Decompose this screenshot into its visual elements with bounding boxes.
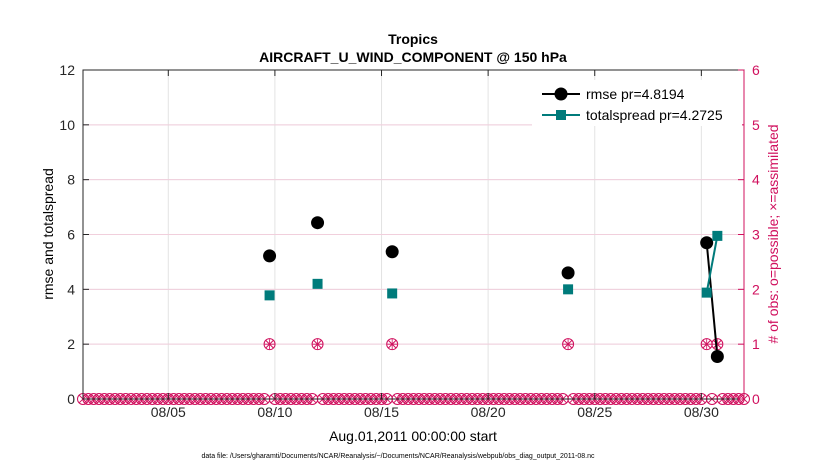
legend: rmse pr=4.8194 totalspread pr=4.2725 xyxy=(532,80,742,126)
legend-rmse-label: rmse pr=4.8194 xyxy=(586,86,685,102)
data-file-footnote: data file: /Users/gharamti/Documents/NCA… xyxy=(201,453,595,460)
y2-tick-label: 0 xyxy=(752,391,760,407)
obs-assimilated-marker-detail xyxy=(387,339,398,350)
series-line-1 xyxy=(705,235,719,293)
rmse-point xyxy=(700,236,714,250)
chart-title: Tropics xyxy=(388,31,438,47)
y-tick-label: 6 xyxy=(67,227,75,243)
legend-rmse-marker xyxy=(554,87,568,101)
y2-tick-label: 2 xyxy=(752,281,760,297)
axes: 08/05 08/10 08/15 08/20 08/25 08/300246810120… xyxy=(59,62,760,420)
legend-totalspread-marker xyxy=(556,110,566,120)
x-tick-label: 08/30 xyxy=(684,404,719,420)
x-tick-label: 08/05 xyxy=(151,404,186,420)
y-tick-label: 8 xyxy=(67,172,75,188)
totalspread-point xyxy=(712,230,723,241)
series-line-0 xyxy=(705,242,719,357)
x-tick-label: 08/25 xyxy=(577,404,612,420)
totalspread-point xyxy=(312,278,323,289)
chart-subtitle: AIRCRAFT_U_WIND_COMPONENT @ 150 hPa xyxy=(259,49,567,65)
rmse-point xyxy=(263,249,277,263)
y-tick-label: 2 xyxy=(67,336,75,352)
x-tick-label: 08/20 xyxy=(471,404,506,420)
y2-tick-label: 6 xyxy=(752,62,760,78)
y2-tick-label: 3 xyxy=(752,227,760,243)
y-tick-label: 10 xyxy=(59,117,75,133)
y-tick-label: 12 xyxy=(59,62,75,78)
obs-possible-marker xyxy=(562,338,575,351)
obs-possible-marker xyxy=(263,338,276,351)
totalspread-point xyxy=(563,284,574,295)
y-tick-label: 4 xyxy=(67,281,75,297)
x-tick-label: 08/10 xyxy=(257,404,292,420)
obs-assimilated-marker-detail xyxy=(264,339,275,350)
x-tick-label: 08/15 xyxy=(364,404,399,420)
rmse-point xyxy=(561,266,575,280)
obs-assimilated-marker-detail xyxy=(701,339,712,350)
y2-tick-label: 4 xyxy=(752,172,760,188)
y-tick-label: 0 xyxy=(67,391,75,407)
totalspread-point xyxy=(701,287,712,298)
rmse-point xyxy=(311,216,325,230)
obs-assimilated-marker-detail xyxy=(312,339,323,350)
rmse-point xyxy=(385,245,399,259)
legend-box xyxy=(532,80,742,126)
y2-axis-label: # of obs: o=possible; ×=assimilated xyxy=(765,124,781,343)
obs-possible-marker xyxy=(311,338,324,351)
obs-possible-marker xyxy=(386,338,399,351)
y2-tick-label: 5 xyxy=(752,117,760,133)
totalspread-point xyxy=(264,290,275,301)
y2-tick-label: 1 xyxy=(752,336,760,352)
y-axis-label: rmse and totalspread xyxy=(40,168,56,300)
obs-assimilated-marker-detail xyxy=(563,339,574,350)
rmse-point xyxy=(710,350,724,364)
totalspread-point xyxy=(387,288,398,299)
x-axis-label: Aug.01,2011 00:00:00 start xyxy=(329,428,497,444)
legend-totalspread-label: totalspread pr=4.2725 xyxy=(586,107,723,123)
